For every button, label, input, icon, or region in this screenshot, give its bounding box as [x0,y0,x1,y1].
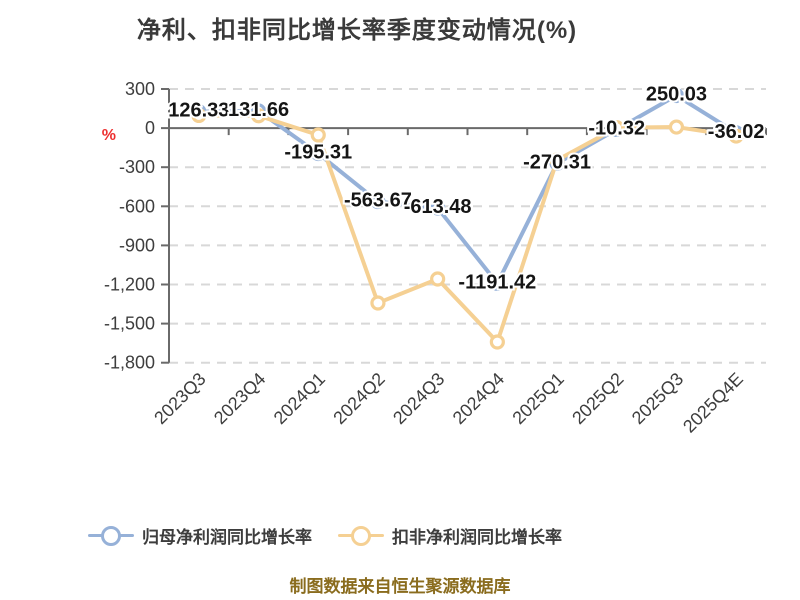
y-tick-label: -1,500 [104,314,155,334]
series-line-0 [196,93,739,286]
data-label: 131.66 [228,99,289,121]
x-tick-label: 2024Q1 [270,369,329,428]
x-tick-label: 2025Q3 [628,369,687,428]
y-tick-label: -900 [119,235,155,255]
data-point[interactable] [310,127,326,143]
x-tick-label: 2023Q3 [150,369,209,428]
data-label: 126.33 [168,100,229,122]
data-point[interactable] [430,271,446,287]
y-tick-label: 300 [125,79,155,99]
legend-marker-deducted-profit-icon [338,525,384,547]
data-point[interactable] [489,275,505,291]
data-point[interactable] [668,119,685,135]
y-axis-unit-percent: % [102,127,116,144]
x-tick-label: 2024Q4 [449,369,508,428]
y-tick-label: -1,800 [104,353,155,373]
legend-label-net-profit: 归母净利润同比增长率 [142,528,312,547]
data-label: 250.03 [646,84,707,106]
y-tick-label: -300 [119,157,155,177]
x-tick-label: 2024Q3 [389,369,448,428]
data-label: -613.48 [404,196,472,218]
data-point[interactable] [549,152,565,168]
data-point[interactable] [728,128,744,144]
data-point[interactable] [489,334,505,350]
data-point[interactable] [668,87,685,104]
legend-item-deducted-profit[interactable]: 扣非净利润同比增长率 [338,523,562,548]
data-point[interactable] [250,108,267,124]
x-tick-label: 2025Q1 [508,369,567,428]
x-tick-label: 2025Q2 [568,369,627,428]
data-label: -563.67 [344,190,412,212]
y-tick-label: 0 [145,118,155,138]
data-label: -270.31 [523,151,591,173]
chart-title: 净利、扣非同比增长率季度变动情况(%) [136,17,578,44]
legend: 归母净利润同比增长率 扣非净利润同比增长率 [88,523,562,548]
data-point[interactable] [370,295,386,311]
x-tick-label: 2024Q2 [329,369,388,428]
legend-label-deducted-profit: 扣非净利润同比增长率 [392,528,562,547]
y-tick-label: -600 [119,196,155,216]
x-tick-label: 2025Q4E [679,369,747,437]
series-line-1 [196,113,739,344]
data-label: -10.32 [588,117,645,139]
legend-marker-net-profit-icon [88,525,134,547]
data-source-note: 制图数据来自恒生聚源数据库 [289,577,511,596]
data-point[interactable] [191,107,207,124]
data-point[interactable] [609,120,625,136]
x-tick-label: 2023Q4 [210,369,269,428]
legend-item-net-profit[interactable]: 归母净利润同比增长率 [88,523,312,548]
data-point[interactable] [430,200,446,216]
data-label: -36.02 [708,121,765,143]
y-tick-label: -1,200 [104,275,155,295]
data-point[interactable] [370,193,386,210]
data-label: -195.31 [284,142,352,164]
data-label: -1191.42 [458,271,536,293]
